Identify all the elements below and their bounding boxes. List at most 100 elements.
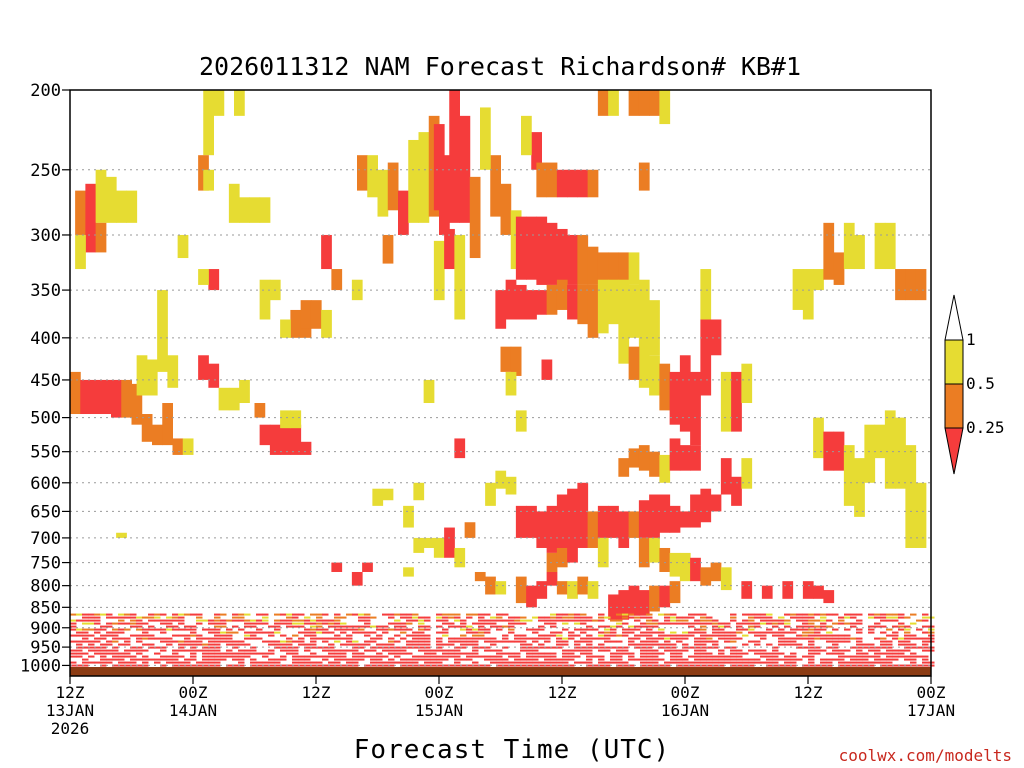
boundary-layer-cell bbox=[772, 664, 779, 667]
boundary-layer-cell bbox=[400, 616, 407, 619]
heatmap-cell bbox=[310, 300, 322, 329]
boundary-layer-cell bbox=[310, 622, 317, 625]
boundary-layer-cell bbox=[694, 643, 701, 646]
boundary-layer-cell bbox=[292, 652, 299, 655]
boundary-layer-cell bbox=[472, 622, 479, 625]
boundary-layer-cell bbox=[280, 643, 287, 646]
boundary-layer-cell bbox=[898, 664, 905, 667]
boundary-layer-cell bbox=[280, 658, 287, 661]
heatmap-cell bbox=[833, 431, 845, 471]
boundary-layer-cell bbox=[622, 616, 629, 619]
boundary-layer-cell bbox=[118, 664, 125, 667]
boundary-layer-cell bbox=[796, 619, 803, 622]
boundary-layer-cell bbox=[262, 640, 269, 643]
boundary-layer-cell bbox=[766, 628, 773, 631]
boundary-layer-cell bbox=[352, 628, 359, 631]
heatmap-cell bbox=[515, 410, 527, 432]
boundary-layer-cell bbox=[292, 613, 299, 616]
boundary-layer-cell bbox=[124, 637, 131, 640]
x-tick-label: 00Z bbox=[917, 683, 946, 702]
boundary-layer-cell bbox=[784, 637, 791, 640]
heatmap-cell bbox=[649, 537, 660, 563]
boundary-layer-cell bbox=[868, 649, 875, 652]
heatmap-cell bbox=[556, 279, 568, 310]
boundary-layer-cell bbox=[670, 613, 677, 616]
boundary-layer-cell bbox=[352, 643, 359, 646]
boundary-layer-cell bbox=[520, 619, 527, 622]
boundary-layer-cell bbox=[112, 631, 119, 634]
boundary-layer-cell bbox=[616, 664, 623, 667]
boundary-layer-cell bbox=[538, 661, 545, 664]
boundary-layer-cell bbox=[628, 628, 635, 631]
boundary-layer-cell bbox=[208, 622, 215, 625]
boundary-layer-cell bbox=[790, 655, 797, 658]
boundary-layer-cell bbox=[832, 613, 839, 616]
boundary-layer-cell bbox=[664, 661, 671, 664]
boundary-layer-cell bbox=[712, 628, 719, 631]
boundary-layer-cell bbox=[274, 643, 281, 646]
boundary-layer-cell bbox=[484, 622, 491, 625]
boundary-layer-cell bbox=[700, 628, 707, 631]
boundary-layer-cell bbox=[892, 664, 899, 667]
boundary-layer-cell bbox=[472, 643, 479, 646]
boundary-layer-cell bbox=[424, 661, 431, 664]
boundary-layer-cell bbox=[646, 619, 653, 622]
boundary-layer-cell bbox=[760, 616, 767, 619]
boundary-layer-cell bbox=[892, 631, 899, 634]
boundary-layer-cell bbox=[388, 661, 395, 664]
boundary-layer-cell bbox=[826, 646, 833, 649]
boundary-layer-cell bbox=[130, 619, 137, 622]
heatmap-cell bbox=[618, 252, 630, 285]
boundary-layer-cell bbox=[592, 637, 599, 640]
boundary-layer-cell bbox=[760, 652, 767, 655]
heatmap-cell bbox=[541, 359, 553, 380]
boundary-layer-cell bbox=[382, 631, 389, 634]
boundary-layer-cell bbox=[826, 661, 833, 664]
boundary-layer-cell bbox=[748, 631, 755, 634]
boundary-layer-cell bbox=[190, 640, 197, 643]
heatmap-cell bbox=[208, 269, 220, 291]
boundary-layer-cell bbox=[634, 613, 641, 616]
boundary-layer-cell bbox=[88, 619, 95, 622]
boundary-layer-cell bbox=[784, 631, 791, 634]
heatmap-cell bbox=[556, 169, 568, 198]
boundary-layer-cell bbox=[628, 652, 635, 655]
boundary-layer-cell bbox=[766, 658, 773, 661]
boundary-layer-cell bbox=[910, 613, 917, 616]
boundary-layer-cell bbox=[790, 613, 797, 616]
boundary-layer-cell bbox=[736, 649, 743, 652]
boundary-layer-cell bbox=[526, 655, 533, 658]
boundary-layer-cell bbox=[70, 652, 77, 655]
boundary-layer-cell bbox=[268, 652, 275, 655]
boundary-layer-cell bbox=[94, 619, 101, 622]
boundary-layer-cell bbox=[856, 643, 863, 646]
boundary-layer-cell bbox=[640, 655, 647, 658]
boundary-layer-cell bbox=[160, 646, 167, 649]
boundary-layer-cell bbox=[322, 649, 329, 652]
boundary-layer-cell bbox=[406, 652, 413, 655]
boundary-layer-cell bbox=[838, 637, 845, 640]
boundary-layer-cell bbox=[466, 613, 473, 616]
boundary-layer-cell bbox=[640, 625, 647, 628]
boundary-layer-cell bbox=[358, 625, 365, 628]
boundary-layer-cell bbox=[172, 661, 179, 664]
boundary-layer-cell bbox=[802, 655, 809, 658]
boundary-layer-cell bbox=[838, 619, 845, 622]
boundary-layer-cell bbox=[166, 643, 173, 646]
boundary-layer-cell bbox=[778, 643, 785, 646]
boundary-layer-cell bbox=[682, 664, 689, 667]
boundary-layer-cell bbox=[358, 643, 365, 646]
credit-text[interactable]: coolwx.com/modelts bbox=[839, 746, 1012, 765]
boundary-layer-cell bbox=[124, 628, 131, 631]
heatmap-cell bbox=[802, 581, 814, 599]
heatmap-cell bbox=[669, 505, 681, 533]
boundary-layer-cell bbox=[376, 643, 383, 646]
boundary-layer-cell bbox=[778, 664, 785, 667]
boundary-layer-cell bbox=[514, 664, 521, 667]
boundary-layer-cell bbox=[274, 631, 281, 634]
boundary-layer-cell bbox=[304, 643, 311, 646]
boundary-layer-cell bbox=[808, 652, 815, 655]
boundary-layer-cell bbox=[592, 628, 599, 631]
heatmap-cell bbox=[546, 222, 558, 285]
y-tick-label: 450 bbox=[30, 371, 61, 391]
